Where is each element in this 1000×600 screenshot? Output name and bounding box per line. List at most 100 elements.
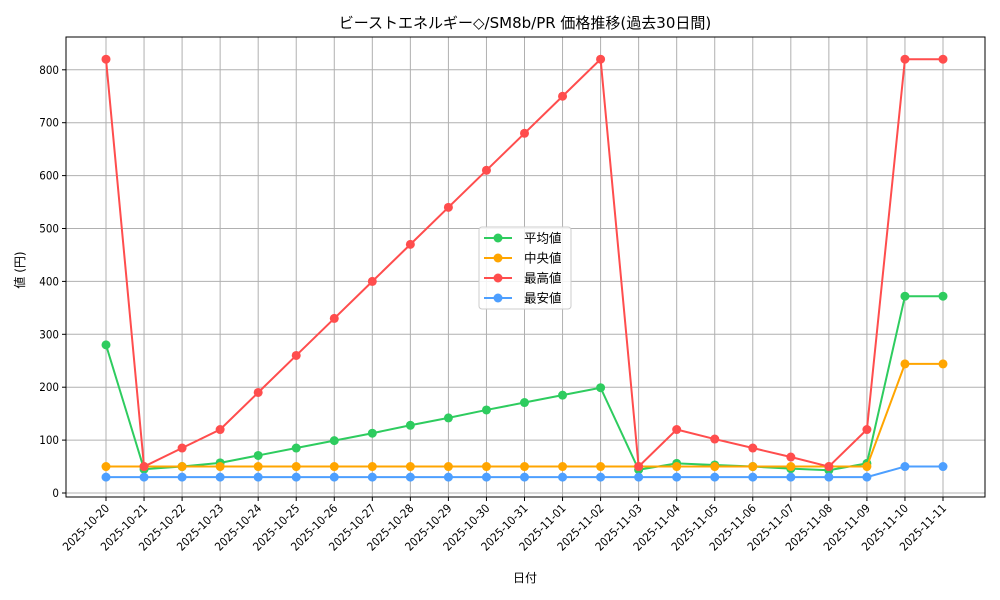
- data-point: [634, 462, 644, 472]
- data-point: [329, 436, 339, 446]
- data-point: [253, 472, 263, 482]
- data-point: [710, 472, 720, 482]
- data-point: [938, 54, 948, 64]
- data-point: [672, 462, 682, 472]
- data-point: [405, 420, 415, 430]
- legend-box: [478, 226, 572, 310]
- legend-label: 最高値: [524, 271, 562, 286]
- data-point: [900, 359, 910, 369]
- data-point: [596, 54, 606, 64]
- data-point: [405, 472, 415, 482]
- data-point: [748, 462, 758, 472]
- data-point: [291, 443, 301, 453]
- data-point: [710, 462, 720, 472]
- data-point: [520, 472, 529, 482]
- data-point: [900, 54, 910, 64]
- data-point: [329, 462, 339, 472]
- data-point: [367, 472, 377, 482]
- legend-item: 平均値: [484, 231, 562, 246]
- data-point: [253, 450, 263, 460]
- data-point: [634, 472, 644, 482]
- data-point: [177, 443, 187, 453]
- data-point: [291, 462, 301, 472]
- data-point: [520, 128, 529, 138]
- y-tick-label: 200: [39, 380, 59, 394]
- y-tick-label: 400: [39, 274, 59, 288]
- y-tick-label: 500: [39, 222, 59, 236]
- series-最安値: [101, 462, 948, 482]
- data-point: [291, 472, 301, 482]
- data-point: [786, 472, 796, 482]
- legend-item: 最安値: [484, 291, 562, 306]
- data-point: [862, 462, 872, 472]
- data-point: [520, 462, 529, 472]
- data-point: [177, 472, 187, 482]
- data-point: [177, 462, 187, 472]
- data-point: [139, 472, 149, 482]
- data-point: [938, 462, 948, 472]
- series-最高値: [101, 54, 948, 472]
- data-point: [862, 472, 872, 482]
- data-point: [215, 462, 225, 472]
- legend-label: 中央値: [524, 251, 562, 266]
- data-point: [710, 434, 720, 444]
- y-tick-label: 700: [39, 116, 59, 130]
- data-point: [443, 472, 453, 482]
- data-point: [481, 405, 491, 415]
- y-tick-label: 600: [39, 169, 59, 183]
- data-point: [938, 291, 948, 301]
- legend-marker: [493, 253, 503, 263]
- legend-marker: [493, 273, 503, 283]
- data-point: [367, 276, 377, 286]
- data-point: [824, 462, 834, 472]
- data-point: [520, 398, 529, 408]
- data-point: [139, 462, 149, 472]
- data-point: [558, 91, 568, 101]
- series-layer: [101, 54, 948, 482]
- plot-frame: [65, 36, 986, 498]
- data-point: [672, 472, 682, 482]
- data-point: [253, 462, 263, 472]
- data-point: [253, 387, 263, 397]
- data-point: [900, 291, 910, 301]
- legend-item: 中央値: [484, 251, 562, 266]
- data-point: [900, 462, 910, 472]
- legend-marker: [493, 293, 503, 303]
- grid-lines: [66, 37, 985, 497]
- data-point: [481, 462, 491, 472]
- legend-item: 最高値: [484, 271, 562, 286]
- data-point: [443, 202, 453, 212]
- y-tick-label: 0: [52, 486, 59, 500]
- data-point: [405, 239, 415, 249]
- data-point: [672, 425, 682, 435]
- data-point: [443, 462, 453, 472]
- data-point: [367, 462, 377, 472]
- data-point: [101, 472, 111, 482]
- chart-title: ビーストエネルギー◇/SM8b/PR 価格推移(過去30日間): [339, 14, 711, 32]
- data-point: [824, 472, 834, 482]
- data-point: [329, 472, 339, 482]
- data-point: [558, 472, 568, 482]
- y-axis-label: 値 (円): [12, 251, 27, 288]
- data-point: [101, 340, 111, 350]
- legend-label: 平均値: [524, 231, 562, 246]
- legend-label: 最安値: [524, 291, 562, 306]
- data-point: [596, 383, 606, 393]
- data-point: [862, 425, 872, 435]
- data-point: [786, 452, 796, 462]
- data-point: [558, 390, 568, 400]
- data-point: [215, 472, 225, 482]
- data-point: [938, 359, 948, 369]
- data-point: [443, 413, 453, 423]
- data-point: [558, 462, 568, 472]
- data-point: [291, 350, 301, 360]
- y-axis: 0 100 200 300 400 500 600 700 800: [39, 63, 66, 500]
- data-point: [748, 443, 758, 453]
- data-point: [748, 472, 758, 482]
- data-point: [786, 462, 796, 472]
- data-point: [481, 472, 491, 482]
- data-point: [367, 428, 377, 438]
- y-tick-label: 300: [39, 327, 59, 341]
- data-point: [329, 313, 339, 323]
- data-point: [215, 425, 225, 435]
